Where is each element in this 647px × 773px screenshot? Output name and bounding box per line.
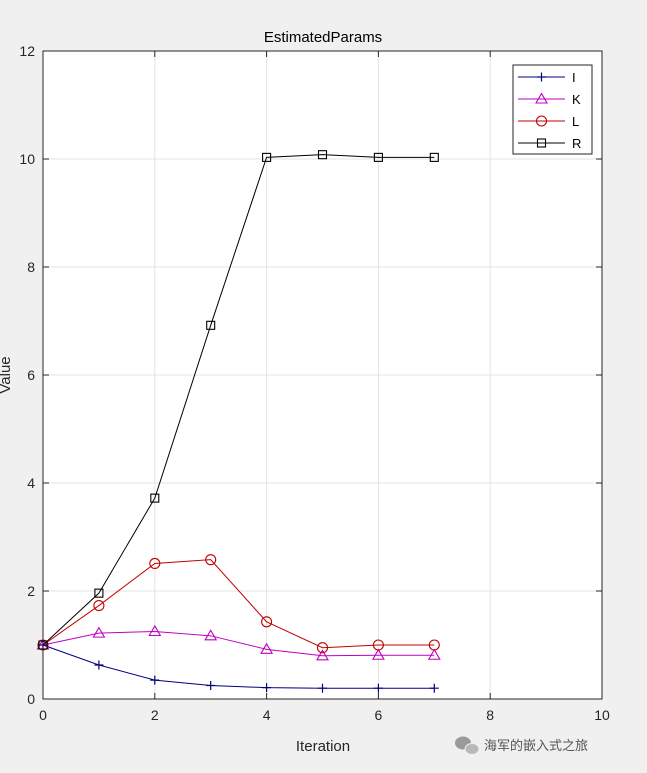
x-tick-label: 4 (263, 707, 271, 723)
series-layer (36, 150, 441, 693)
data-point-l (93, 600, 105, 612)
x-tick-label: 10 (594, 707, 610, 723)
y-tick-label: 12 (19, 43, 35, 59)
legend-marker (535, 115, 548, 127)
data-point-r (373, 152, 383, 162)
y-tick-label: 8 (27, 259, 35, 275)
legend-marker (537, 72, 546, 82)
watermark-text: 海军的嵌入式之旅 (484, 738, 588, 754)
data-point-l (316, 642, 329, 654)
y-tick-label: 4 (27, 475, 35, 491)
data-point-r (429, 152, 439, 162)
data-point-k (260, 642, 274, 654)
data-point-k (427, 648, 441, 660)
chart-title: EstimatedParams (264, 29, 382, 46)
data-point-l (261, 616, 273, 628)
legend-box (512, 64, 593, 155)
legend-label: I (572, 70, 576, 85)
y-tick-label: 2 (27, 583, 35, 599)
data-point-i (429, 683, 439, 693)
data-point-l (149, 557, 161, 570)
data-point-i (318, 683, 327, 693)
legend-marker (536, 138, 547, 148)
legend-label: L (572, 114, 579, 129)
data-point-i (94, 660, 104, 670)
grid (43, 51, 602, 699)
series-line-r (42, 154, 435, 646)
data-point-r (317, 150, 328, 160)
y-tick-label: 0 (27, 691, 35, 707)
data-point-r (150, 493, 160, 503)
data-point-r (262, 152, 272, 162)
ticks: 0 2 4 6 8 10 0 2 4 6 8 10 12 (19, 43, 610, 723)
data-point-r (94, 588, 104, 598)
x-tick-label: 2 (151, 707, 159, 723)
data-point-k (204, 629, 218, 641)
data-point-l (205, 554, 217, 566)
data-point-k (316, 649, 329, 661)
data-point-l (37, 639, 49, 651)
data-point-l (428, 639, 440, 651)
legend-item-i: I (518, 70, 576, 85)
legend-item-r: R (518, 136, 581, 151)
wechat-icon (455, 736, 480, 755)
legend-item-l: L (518, 114, 579, 129)
watermark: 海军的嵌入式之旅 (455, 736, 588, 755)
series-r (38, 150, 439, 650)
x-tick-label: 0 (39, 707, 47, 723)
data-point-r (38, 640, 48, 650)
legend-label: K (572, 92, 581, 107)
x-axis-label: Iteration (296, 738, 350, 755)
data-point-k (92, 626, 106, 638)
series-k (36, 624, 441, 661)
series-line-k (42, 630, 435, 657)
data-point-l (372, 639, 384, 651)
x-tick-label: 8 (486, 707, 494, 723)
data-point-k (148, 624, 162, 637)
y-tick-label: 10 (19, 151, 35, 167)
series-l (37, 554, 440, 654)
x-tick-label: 6 (375, 707, 383, 723)
data-point-r (206, 320, 216, 330)
data-point-k (371, 648, 385, 660)
legend-item-k: K (518, 92, 581, 107)
legend-marker (535, 92, 548, 104)
legend-label: R (572, 136, 581, 151)
data-point-i (262, 683, 272, 693)
series-line-i (42, 644, 435, 689)
data-point-i (206, 681, 216, 690)
data-point-i (373, 683, 383, 693)
y-tick-label: 6 (27, 367, 35, 383)
y-axis-label: Value (0, 356, 14, 393)
data-point-i (150, 675, 160, 685)
series-line-l (42, 559, 435, 649)
